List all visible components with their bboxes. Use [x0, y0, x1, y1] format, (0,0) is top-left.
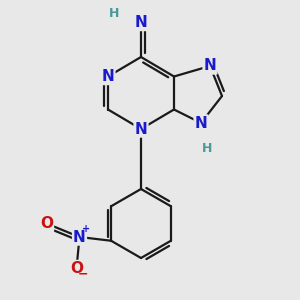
Text: +: +	[82, 224, 90, 234]
Text: O: O	[70, 261, 83, 276]
Text: N: N	[73, 230, 86, 244]
Text: H: H	[202, 142, 212, 155]
Text: H: H	[109, 7, 119, 20]
Text: N: N	[102, 69, 114, 84]
Text: −: −	[78, 268, 88, 281]
Text: N: N	[195, 116, 207, 130]
Text: N: N	[204, 58, 216, 74]
Text: O: O	[40, 216, 53, 231]
Text: N: N	[135, 15, 147, 30]
Text: N: N	[135, 122, 147, 136]
